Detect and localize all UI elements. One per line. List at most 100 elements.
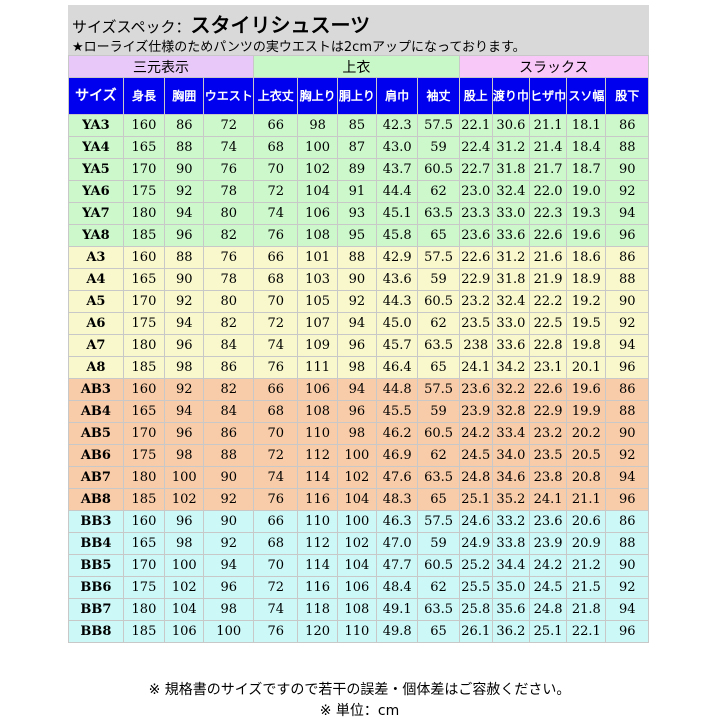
value-cell: 185 [122,488,166,511]
value-cell: 23.2 [528,422,568,445]
table-row: AB6 175 98 88 72 112 100 46.9 62 24.5 34.0 23.5 20.5… [68,444,649,467]
value-cell: 106 [297,202,338,225]
size-cell: YA8 [68,224,124,247]
value-cell: 21.4 [528,136,568,159]
value-cell: 33.6 [491,334,531,357]
value-cell: 68 [253,268,299,291]
size-cell: A4 [68,268,124,291]
value-cell: 170 [122,158,166,181]
value-cell: 104 [336,488,378,511]
footer-unit: ※ 単位：cm [319,703,400,719]
value-cell: 98 [336,422,378,445]
value-cell: 96 [605,488,649,511]
value-cell: 23.9 [458,400,493,423]
value-cell: 86 [203,356,255,379]
table-row: A3 160 88 76 66 101 88 42.9 57.5 22.6 31.2 21.6 18.6… [68,246,649,269]
value-cell: 45.0 [376,312,419,335]
size-cell: YA7 [68,202,124,225]
value-cell: 20.9 [566,532,607,555]
value-cell: 66 [253,510,299,533]
size-cell: AB3 [68,378,124,401]
size-cell: BB8 [68,620,124,643]
value-cell: 92 [203,488,255,511]
value-cell: 34.4 [491,554,531,577]
value-cell: 165 [122,532,166,555]
value-cell: 94 [336,312,378,335]
value-cell: 24.2 [458,422,493,445]
size-cell: AB5 [68,422,124,445]
value-cell: 60.5 [417,290,460,313]
value-cell: 23.6 [458,224,493,247]
value-cell: 238 [458,334,493,357]
value-cell: 19.3 [566,202,607,225]
value-cell: 100 [164,554,205,577]
table-row: YA6 175 92 78 72 104 91 44.4 62 23.0 32.4 22.0 19.0 9… [68,180,649,203]
value-cell: 120 [297,620,338,643]
size-cell: AB6 [68,444,124,467]
value-cell: 66 [253,246,299,269]
table-row: BB6 175 102 96 72 116 106 48.4 62 25.5 35.0 24.5 21.… [68,576,649,599]
column-header: 渡り巾 [491,77,531,115]
value-cell: 76 [253,356,299,379]
value-cell: 31.2 [491,136,531,159]
value-cell: 46.4 [376,356,419,379]
value-cell: 34.0 [491,444,531,467]
value-cell: 22.6 [458,246,493,269]
value-cell: 22.7 [458,158,493,181]
value-cell: 106 [297,378,338,401]
value-cell: 63.5 [417,334,460,357]
value-cell: 104 [336,554,378,577]
value-cell: 108 [336,598,378,621]
value-cell: 86 [605,246,649,269]
column-header: 上衣丈 [253,77,299,115]
value-cell: 33.2 [491,510,531,533]
value-cell: 111 [297,356,338,379]
value-cell: 76 [253,620,299,643]
value-cell: 94 [164,312,205,335]
value-cell: 62 [417,444,460,467]
value-cell: 165 [122,400,166,423]
value-cell: 24.5 [528,576,568,599]
table-row: YA8 185 96 82 76 108 95 45.8 65 23.6 33.6 22.6 19.6 9… [68,224,649,247]
value-cell: 86 [164,114,205,137]
size-cell: YA4 [68,136,124,159]
value-cell: 33.8 [491,532,531,555]
value-cell: 100 [297,136,338,159]
value-cell: 32.8 [491,400,531,423]
size-cell: A8 [68,356,124,379]
value-cell: 33.6 [491,224,531,247]
value-cell: 87 [336,136,378,159]
column-header: スソ幅 [566,77,607,115]
value-cell: 102 [336,466,378,489]
value-cell: 96 [605,224,649,247]
value-cell: 185 [122,224,166,247]
value-cell: 43.0 [376,136,419,159]
value-cell: 22.5 [528,312,568,335]
value-cell: 96 [203,576,255,599]
value-cell: 94 [605,334,649,357]
value-cell: 65 [417,224,460,247]
size-cell: YA5 [68,158,124,181]
value-cell: 22.1 [566,620,607,643]
value-cell: 20.6 [566,510,607,533]
value-cell: 100 [164,466,205,489]
value-cell: 32.4 [491,180,531,203]
value-cell: 19.8 [566,334,607,357]
value-cell: 70 [253,554,299,577]
value-cell: 96 [164,510,205,533]
value-cell: 170 [122,554,166,577]
value-cell: 24.2 [528,554,568,577]
value-cell: 68 [253,532,299,555]
value-cell: 90 [605,422,649,445]
value-cell: 98 [164,444,205,467]
value-cell: 18.4 [566,136,607,159]
value-cell: 175 [122,312,166,335]
column-header: 胸囲 [164,77,205,115]
value-cell: 106 [336,576,378,599]
value-cell: 92 [164,378,205,401]
table-row: A4 165 90 78 68 103 90 43.6 59 22.9 31.8 21.9 18.9 88 [68,268,649,291]
value-cell: 93 [336,202,378,225]
value-cell: 110 [297,510,338,533]
value-cell: 175 [122,444,166,467]
size-spec-table: 三元表示 上衣 スラックス サイズ 身長 胸囲 ウエスト 上衣丈 胸上り 胴上り 肩巾 袖丈 股上 渡り巾… [67,55,650,643]
